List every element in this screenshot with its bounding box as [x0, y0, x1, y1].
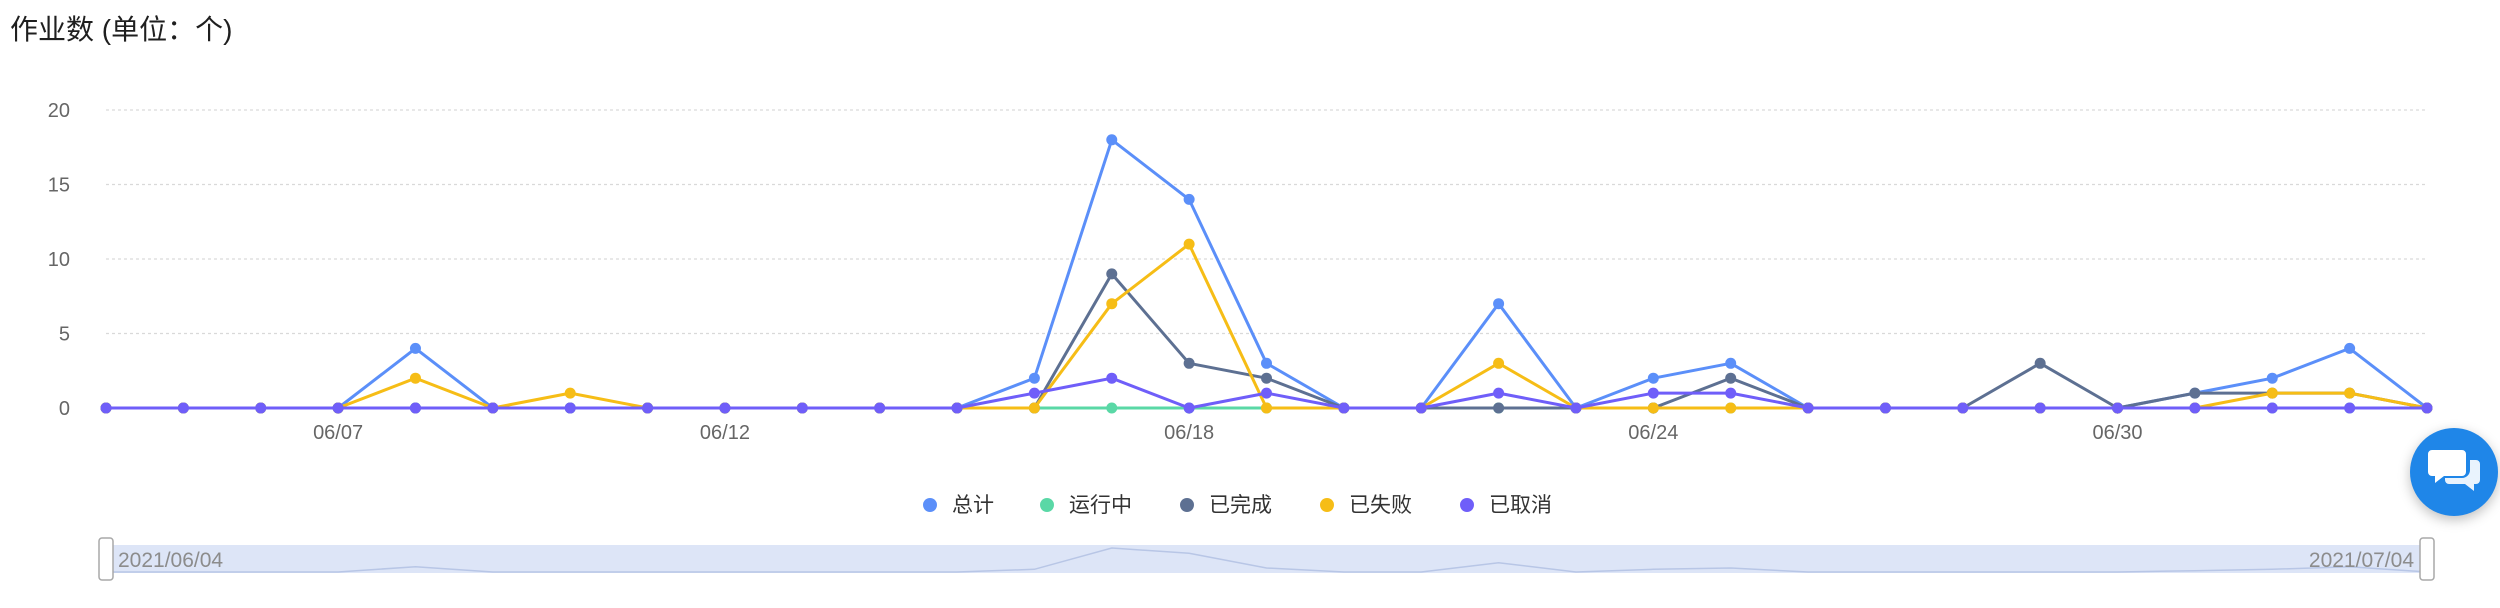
legend-marker — [1180, 498, 1194, 512]
slider-start-label: 2021/06/04 — [118, 549, 223, 572]
data-point[interactable] — [2267, 373, 2278, 384]
data-point[interactable] — [1184, 403, 1195, 414]
data-point[interactable] — [642, 403, 653, 414]
x-tick-label: 06/24 — [1628, 422, 1678, 444]
data-point[interactable] — [797, 403, 808, 414]
data-point[interactable] — [1648, 373, 1659, 384]
y-tick-label: 15 — [48, 175, 70, 197]
x-tick-label: 06/12 — [700, 422, 750, 444]
data-point[interactable] — [2422, 403, 2433, 414]
slider-handle-start[interactable] — [99, 538, 113, 580]
data-point[interactable] — [2035, 403, 2046, 414]
legend-item[interactable]: 运行中 — [1040, 493, 1132, 517]
data-point[interactable] — [1648, 388, 1659, 399]
x-tick-label: 06/07 — [313, 422, 363, 444]
data-point[interactable] — [952, 403, 963, 414]
data-point[interactable] — [1338, 403, 1349, 414]
data-point[interactable] — [2344, 343, 2355, 354]
legend-label: 运行中 — [1069, 493, 1132, 517]
data-point[interactable] — [178, 403, 189, 414]
legend-label: 已取消 — [1489, 493, 1552, 517]
data-point[interactable] — [1106, 268, 1117, 279]
data-point[interactable] — [2344, 403, 2355, 414]
legend-item[interactable]: 已失败 — [1320, 493, 1412, 517]
data-point[interactable] — [1261, 358, 1272, 369]
data-point[interactable] — [565, 388, 576, 399]
data-point[interactable] — [874, 403, 885, 414]
data-point[interactable] — [333, 403, 344, 414]
legend-marker — [1040, 498, 1054, 512]
data-point[interactable] — [255, 403, 266, 414]
slider-handle-end[interactable] — [2420, 538, 2434, 580]
data-point[interactable] — [1725, 388, 1736, 399]
y-tick-label: 20 — [48, 100, 70, 122]
data-point[interactable] — [2267, 388, 2278, 399]
data-zoom-slider[interactable]: 2021/06/04 2021/07/04 — [99, 538, 2434, 580]
x-axis: 06/07 06/12 06/18 06/24 06/30 — [313, 408, 2142, 444]
data-point[interactable] — [2112, 403, 2123, 414]
data-point[interactable] — [1570, 403, 1581, 414]
data-point[interactable] — [2189, 403, 2200, 414]
legend-item[interactable]: 已取消 — [1460, 493, 1552, 517]
data-point[interactable] — [1261, 373, 1272, 384]
data-point[interactable] — [1493, 403, 1504, 414]
data-point[interactable] — [1106, 298, 1117, 309]
y-tick-label: 5 — [59, 324, 70, 346]
data-point[interactable] — [1261, 388, 1272, 399]
legend-label: 已失败 — [1349, 493, 1412, 517]
data-point[interactable] — [1106, 134, 1117, 145]
data-point[interactable] — [1493, 298, 1504, 309]
data-point[interactable] — [719, 403, 730, 414]
data-point[interactable] — [2035, 358, 2046, 369]
data-point[interactable] — [1725, 373, 1736, 384]
data-point[interactable] — [1029, 373, 1040, 384]
data-point[interactable] — [2267, 403, 2278, 414]
x-tick-label: 06/30 — [2093, 422, 2143, 444]
data-point[interactable] — [101, 403, 112, 414]
data-point[interactable] — [1725, 403, 1736, 414]
legend-marker — [1460, 498, 1474, 512]
legend[interactable]: 总计 运行中 已完成 已失败 已取消 — [923, 493, 1552, 517]
legend-item[interactable]: 已完成 — [1180, 493, 1272, 517]
legend-label: 总计 — [952, 493, 994, 517]
data-point[interactable] — [1184, 194, 1195, 205]
data-point[interactable] — [1029, 388, 1040, 399]
x-tick-label: 06/18 — [1164, 422, 1214, 444]
data-point[interactable] — [1493, 358, 1504, 369]
data-point[interactable] — [1416, 403, 1427, 414]
y-axis: 0 5 10 15 20 — [48, 100, 70, 420]
chat-bubbles-icon — [2426, 446, 2482, 498]
data-point[interactable] — [1261, 403, 1272, 414]
data-point[interactable] — [410, 403, 421, 414]
y-tick-label: 10 — [48, 249, 70, 271]
data-point[interactable] — [410, 373, 421, 384]
series-group — [101, 134, 2433, 413]
legend-label: 已完成 — [1209, 493, 1272, 517]
data-point[interactable] — [1029, 403, 1040, 414]
legend-marker — [1320, 498, 1334, 512]
data-point[interactable] — [565, 403, 576, 414]
data-point[interactable] — [1106, 403, 1117, 414]
data-point[interactable] — [2189, 388, 2200, 399]
data-point[interactable] — [410, 343, 421, 354]
y-tick-label: 0 — [59, 398, 70, 420]
data-point[interactable] — [1184, 358, 1195, 369]
data-point[interactable] — [1725, 358, 1736, 369]
data-point[interactable] — [1106, 373, 1117, 384]
legend-item[interactable]: 总计 — [923, 493, 994, 517]
data-point[interactable] — [1880, 403, 1891, 414]
data-point[interactable] — [1493, 388, 1504, 399]
data-point[interactable] — [2344, 388, 2355, 399]
legend-marker — [923, 498, 937, 512]
chat-button[interactable] — [2410, 428, 2498, 516]
data-point[interactable] — [1648, 403, 1659, 414]
data-point[interactable] — [1803, 403, 1814, 414]
data-point[interactable] — [1184, 239, 1195, 250]
series-总计 — [101, 134, 2433, 413]
data-point[interactable] — [1957, 403, 1968, 414]
data-point[interactable] — [487, 403, 498, 414]
slider-end-label: 2021/07/04 — [2309, 549, 2414, 572]
